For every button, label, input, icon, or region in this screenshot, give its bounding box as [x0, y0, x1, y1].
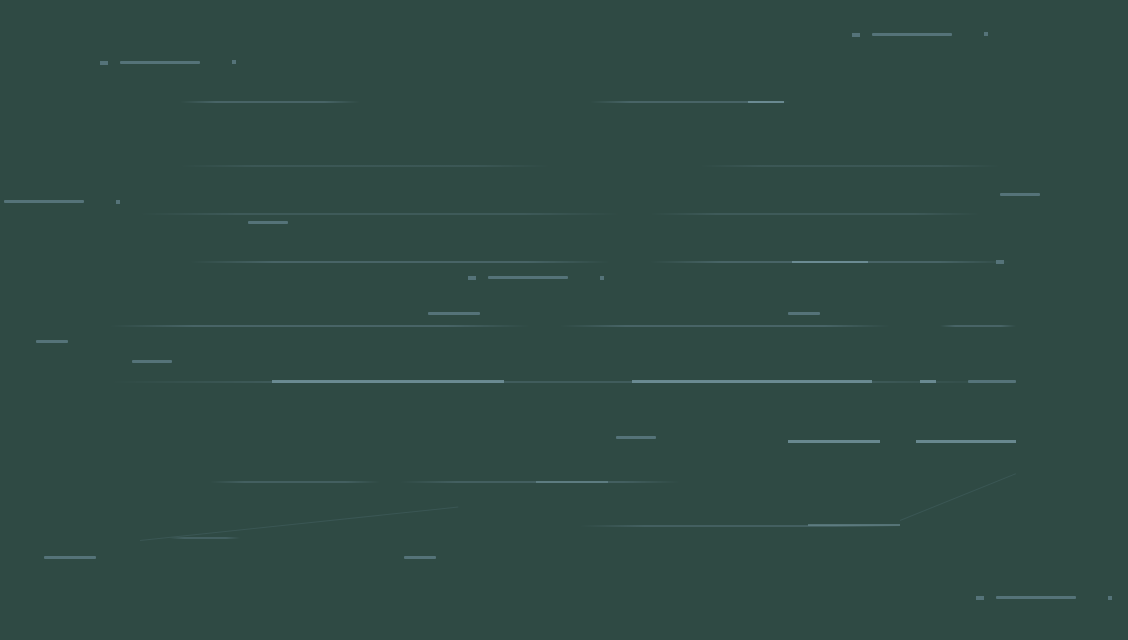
- faint-dash: [44, 556, 96, 559]
- faint-line: [590, 101, 790, 103]
- faint-dash: [968, 380, 1016, 383]
- faint-dot: [100, 61, 108, 65]
- faint-line: [110, 325, 530, 327]
- faint-highlight: [748, 101, 784, 103]
- faint-line: [700, 165, 1000, 167]
- faint-dash: [616, 436, 656, 439]
- faint-dash: [996, 596, 1076, 599]
- faint-line: [180, 101, 360, 103]
- faint-dash: [248, 221, 288, 224]
- faint-dash: [120, 61, 200, 64]
- faint-dash: [404, 556, 436, 559]
- faint-line: [650, 213, 980, 215]
- faint-dot: [984, 32, 988, 36]
- faint-highlight: [916, 440, 1016, 443]
- faint-dot: [232, 60, 236, 64]
- faint-highlight: [920, 380, 936, 383]
- faint-line: [190, 261, 610, 263]
- faint-highlight: [808, 524, 900, 526]
- faint-highlight: [536, 481, 608, 483]
- faint-highlight: [788, 440, 880, 443]
- faint-line: [180, 165, 550, 167]
- faint-dash: [428, 312, 480, 315]
- faint-dash: [4, 200, 84, 203]
- faint-dot: [600, 276, 604, 280]
- faint-line: [560, 325, 890, 327]
- faint-line: [210, 481, 380, 483]
- faint-diagonal: [139, 506, 459, 541]
- faint-highlight: [272, 380, 504, 383]
- faint-dot: [116, 200, 120, 204]
- faint-line: [940, 325, 1016, 327]
- faint-line: [580, 525, 900, 527]
- faint-dash: [36, 340, 68, 343]
- faint-dot: [996, 260, 1004, 264]
- faint-dot: [852, 33, 860, 37]
- faint-dash: [132, 360, 172, 363]
- faint-dash: [788, 312, 820, 315]
- faint-highlight: [792, 261, 868, 263]
- faint-line: [110, 381, 1020, 383]
- faint-dash: [488, 276, 568, 279]
- faint-line: [140, 213, 620, 215]
- faint-dash: [1000, 193, 1040, 196]
- faint-highlight: [632, 380, 872, 383]
- faint-dot: [468, 276, 476, 280]
- faint-diagonal: [899, 473, 1017, 521]
- faint-dot: [1108, 596, 1112, 600]
- faint-dot: [976, 596, 984, 600]
- faint-dash: [872, 33, 952, 36]
- faint-line: [170, 537, 240, 539]
